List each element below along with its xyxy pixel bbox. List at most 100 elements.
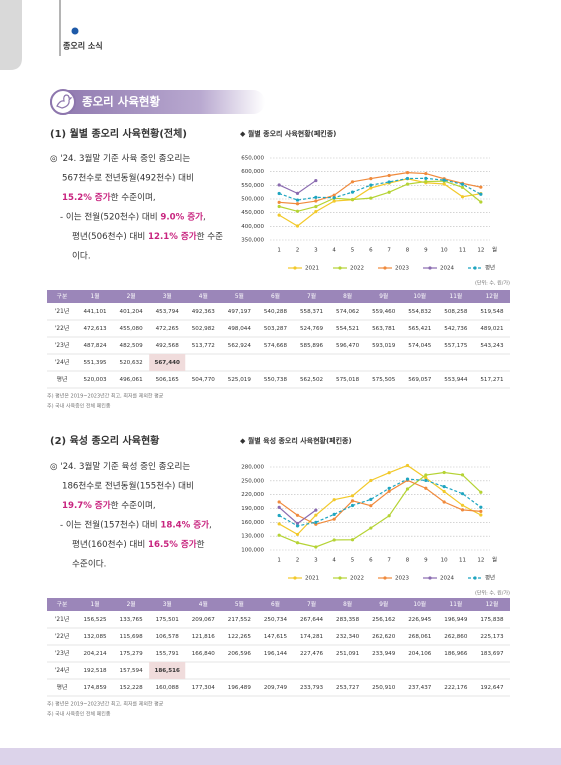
point <box>387 486 391 490</box>
x-tick-label: 10 <box>441 248 448 254</box>
table-header-cell: 3월 <box>163 292 172 300</box>
table-cell: 596,470 <box>336 343 360 349</box>
table-row-label: '21년 <box>55 307 69 315</box>
x-tick-label: 10 <box>441 558 448 564</box>
section-heading: (2) 육성 종오리 사육현황 <box>50 434 160 447</box>
table-header-bg <box>47 598 510 611</box>
text-run: 186천수로 전년동월(155천수) 대비 <box>62 479 194 491</box>
chart-title: ◆ 월별 육성 종오리 사육현황(페킨종) <box>240 436 352 445</box>
text-run: 평년(506천수) 대비 <box>72 231 148 242</box>
table-header-cell: 12월 <box>486 292 499 300</box>
text-run: 수준이다. <box>72 558 106 569</box>
point <box>479 513 483 517</box>
y-tick-label: 500,000 <box>241 197 264 203</box>
table-cell: 237,437 <box>408 685 432 691</box>
point <box>295 198 300 202</box>
table-cell: 192,647 <box>480 685 504 691</box>
point <box>405 176 410 181</box>
y-tick-label: 650,000 <box>241 156 264 162</box>
point <box>314 178 318 183</box>
x-tick-label: 4 <box>332 248 336 254</box>
table-cell: 489,021 <box>480 326 504 332</box>
table-cell: 175,838 <box>480 617 504 623</box>
table-cell: 160,088 <box>156 685 180 691</box>
table-cell: 157,594 <box>120 668 144 674</box>
unit-note: (단위: 수, 원/가) <box>475 590 510 597</box>
point <box>277 191 281 196</box>
point <box>460 503 465 507</box>
table-header-bg <box>47 290 510 303</box>
legend-marker <box>428 266 432 270</box>
point <box>314 199 318 203</box>
point <box>295 524 300 528</box>
table-cell: 559,460 <box>372 309 396 315</box>
legend-label: 2024 <box>440 576 454 582</box>
footnote: 주) 국내 사육중인 전체 페킨종 <box>47 403 111 410</box>
y-tick-label: 550,000 <box>241 183 264 189</box>
point <box>442 500 446 504</box>
text-run: - 이는 전월(157천수) 대비 <box>60 518 160 530</box>
series-line <box>278 177 482 201</box>
table-row-label: '21년 <box>55 615 69 623</box>
point <box>424 478 428 483</box>
text-run: ◎ '24. 3월말 기준 사육 중인 종오리는 <box>50 152 190 164</box>
point <box>387 173 391 178</box>
point <box>442 182 446 186</box>
table-cell: 250,734 <box>264 617 288 623</box>
x-tick-label: 2 <box>296 558 300 564</box>
point <box>295 532 300 537</box>
point <box>314 508 318 512</box>
header-dot <box>71 27 79 35</box>
point <box>277 204 281 209</box>
point <box>369 196 373 200</box>
table-cell: 520,003 <box>83 377 107 383</box>
table-cell: 401,204 <box>120 309 144 315</box>
table-cell: 593,019 <box>372 343 396 349</box>
table-cell: 225,173 <box>480 634 504 640</box>
table-cell: 554,521 <box>336 326 360 332</box>
table-cell: 585,896 <box>300 343 324 349</box>
table-cell: 122,265 <box>228 634 252 640</box>
text-run: 한 수준이며, <box>111 192 156 203</box>
text-run: , <box>209 520 212 530</box>
table-cell: 204,106 <box>408 651 432 657</box>
x-tick-label: 8 <box>406 558 410 564</box>
table-cell: 186,516 <box>154 668 180 674</box>
point <box>369 186 373 190</box>
table-cell: 525,019 <box>228 377 252 383</box>
x-tick-label: 5 <box>351 558 355 564</box>
point <box>424 171 428 176</box>
point <box>332 512 336 516</box>
table-cell: 441,101 <box>83 309 107 315</box>
table-row-label: '22년 <box>55 324 69 332</box>
table-cell: 472,265 <box>156 326 180 332</box>
table-cell: 554,832 <box>408 309 431 315</box>
point <box>424 476 428 480</box>
table-header-cell: 11월 <box>450 600 463 608</box>
x-tick-label: 9 <box>424 248 428 254</box>
table-cell: 553,944 <box>444 377 468 383</box>
point <box>369 176 373 181</box>
text-run: 한 <box>197 539 205 550</box>
table-cell: 557,175 <box>444 343 468 349</box>
point <box>479 509 483 514</box>
point <box>369 478 373 483</box>
legend-marker <box>338 266 342 270</box>
table-row-label: 평년 <box>57 375 68 383</box>
point <box>405 463 410 468</box>
table-row-label: '23년 <box>55 341 69 349</box>
table-cell: 262,860 <box>444 634 468 640</box>
table-cell: 574,045 <box>408 343 432 349</box>
y-tick-label: 160,000 <box>241 520 264 526</box>
table-cell: 196,144 <box>264 651 288 657</box>
table-cell: 517,271 <box>480 377 504 383</box>
point <box>387 489 391 493</box>
x-tick-label: 5 <box>351 248 355 254</box>
point <box>332 538 336 542</box>
point <box>460 473 465 477</box>
point <box>295 191 300 195</box>
series-line <box>279 172 481 205</box>
legend-label: 2022 <box>350 576 364 582</box>
point <box>332 193 336 197</box>
